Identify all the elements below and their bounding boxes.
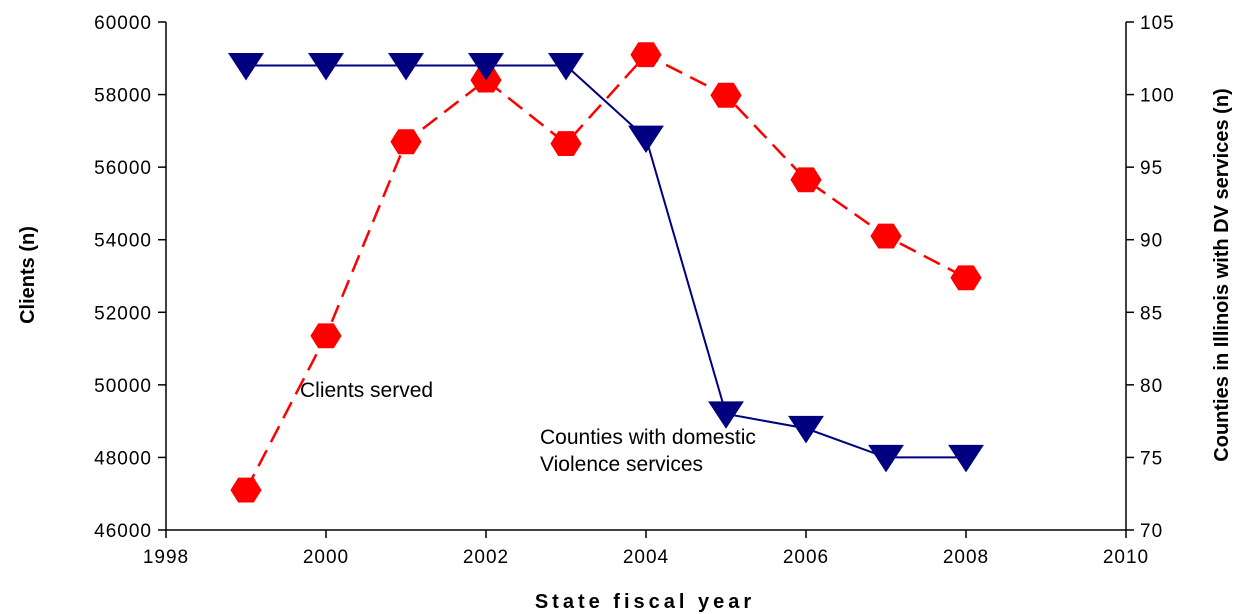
data-point-triangle bbox=[308, 53, 344, 81]
y-axis-left-title: Clients (n) bbox=[17, 226, 39, 324]
data-point-hexagon bbox=[950, 265, 982, 291]
series-clients bbox=[230, 42, 982, 503]
y-right-tick-label: 70 bbox=[1140, 521, 1163, 542]
x-tick-label: 1998 bbox=[143, 547, 189, 568]
data-point-hexagon bbox=[870, 223, 902, 249]
data-point-hexagon bbox=[630, 42, 662, 68]
data-point-triangle bbox=[468, 53, 504, 81]
data-point-hexagon bbox=[230, 477, 262, 503]
y-left-tick-label: 56000 bbox=[94, 158, 152, 179]
y-left-tick-label: 52000 bbox=[94, 303, 152, 324]
data-point-triangle bbox=[388, 53, 424, 81]
series-counties bbox=[228, 53, 984, 473]
y-right-tick-label: 80 bbox=[1140, 376, 1163, 397]
axes: 1998 2000 2002 2004 2006 2008 2010 46000 48000 50… bbox=[94, 13, 1175, 568]
x-tick-label: 2000 bbox=[303, 547, 349, 568]
series-layer bbox=[228, 42, 984, 503]
annotation-counties-dv-services: Counties with domestic Violence services bbox=[540, 426, 756, 476]
data-point-hexagon bbox=[790, 167, 822, 193]
y-left-tick-label: 50000 bbox=[94, 376, 152, 397]
data-point-triangle bbox=[228, 53, 264, 81]
data-point-triangle bbox=[788, 415, 824, 444]
y-left-tick-label: 46000 bbox=[94, 521, 152, 542]
y-right-tick-label: 90 bbox=[1140, 231, 1163, 252]
y-right-tick-label: 85 bbox=[1140, 303, 1163, 324]
series-line bbox=[246, 64, 966, 459]
y-right-tick-label: 75 bbox=[1140, 448, 1163, 469]
y-axis-right-title: Counties in Illinois with DV services (n… bbox=[1211, 88, 1233, 461]
data-point-hexagon bbox=[310, 323, 342, 349]
y-right-tick-label: 100 bbox=[1140, 86, 1175, 107]
y-right-tick-label: 105 bbox=[1140, 13, 1175, 34]
x-tick-label: 2010 bbox=[1103, 547, 1149, 568]
annotation-clients-served: Clients served bbox=[300, 379, 433, 402]
data-point-triangle bbox=[708, 401, 744, 429]
x-tick-label: 2008 bbox=[943, 547, 989, 568]
data-point-triangle bbox=[948, 444, 984, 473]
y-left-tick-label: 48000 bbox=[94, 448, 152, 469]
data-point-triangle bbox=[868, 444, 904, 473]
x-tick-label: 2004 bbox=[623, 547, 669, 568]
y-left-tick-label: 58000 bbox=[94, 86, 152, 107]
data-point-triangle bbox=[548, 53, 584, 81]
x-tick-label: 2006 bbox=[783, 547, 829, 568]
data-point-hexagon bbox=[550, 131, 582, 156]
y-left-tick-label: 60000 bbox=[94, 13, 152, 34]
data-point-hexagon bbox=[390, 129, 422, 155]
y-right-tick-label: 95 bbox=[1140, 158, 1163, 179]
series-line bbox=[244, 53, 967, 491]
x-axis-title: State fiscal year bbox=[535, 591, 755, 613]
y-left-tick-label: 54000 bbox=[94, 231, 152, 252]
data-point-triangle bbox=[628, 125, 664, 154]
x-tick-label: 2002 bbox=[463, 547, 509, 568]
data-point-hexagon bbox=[710, 82, 742, 108]
